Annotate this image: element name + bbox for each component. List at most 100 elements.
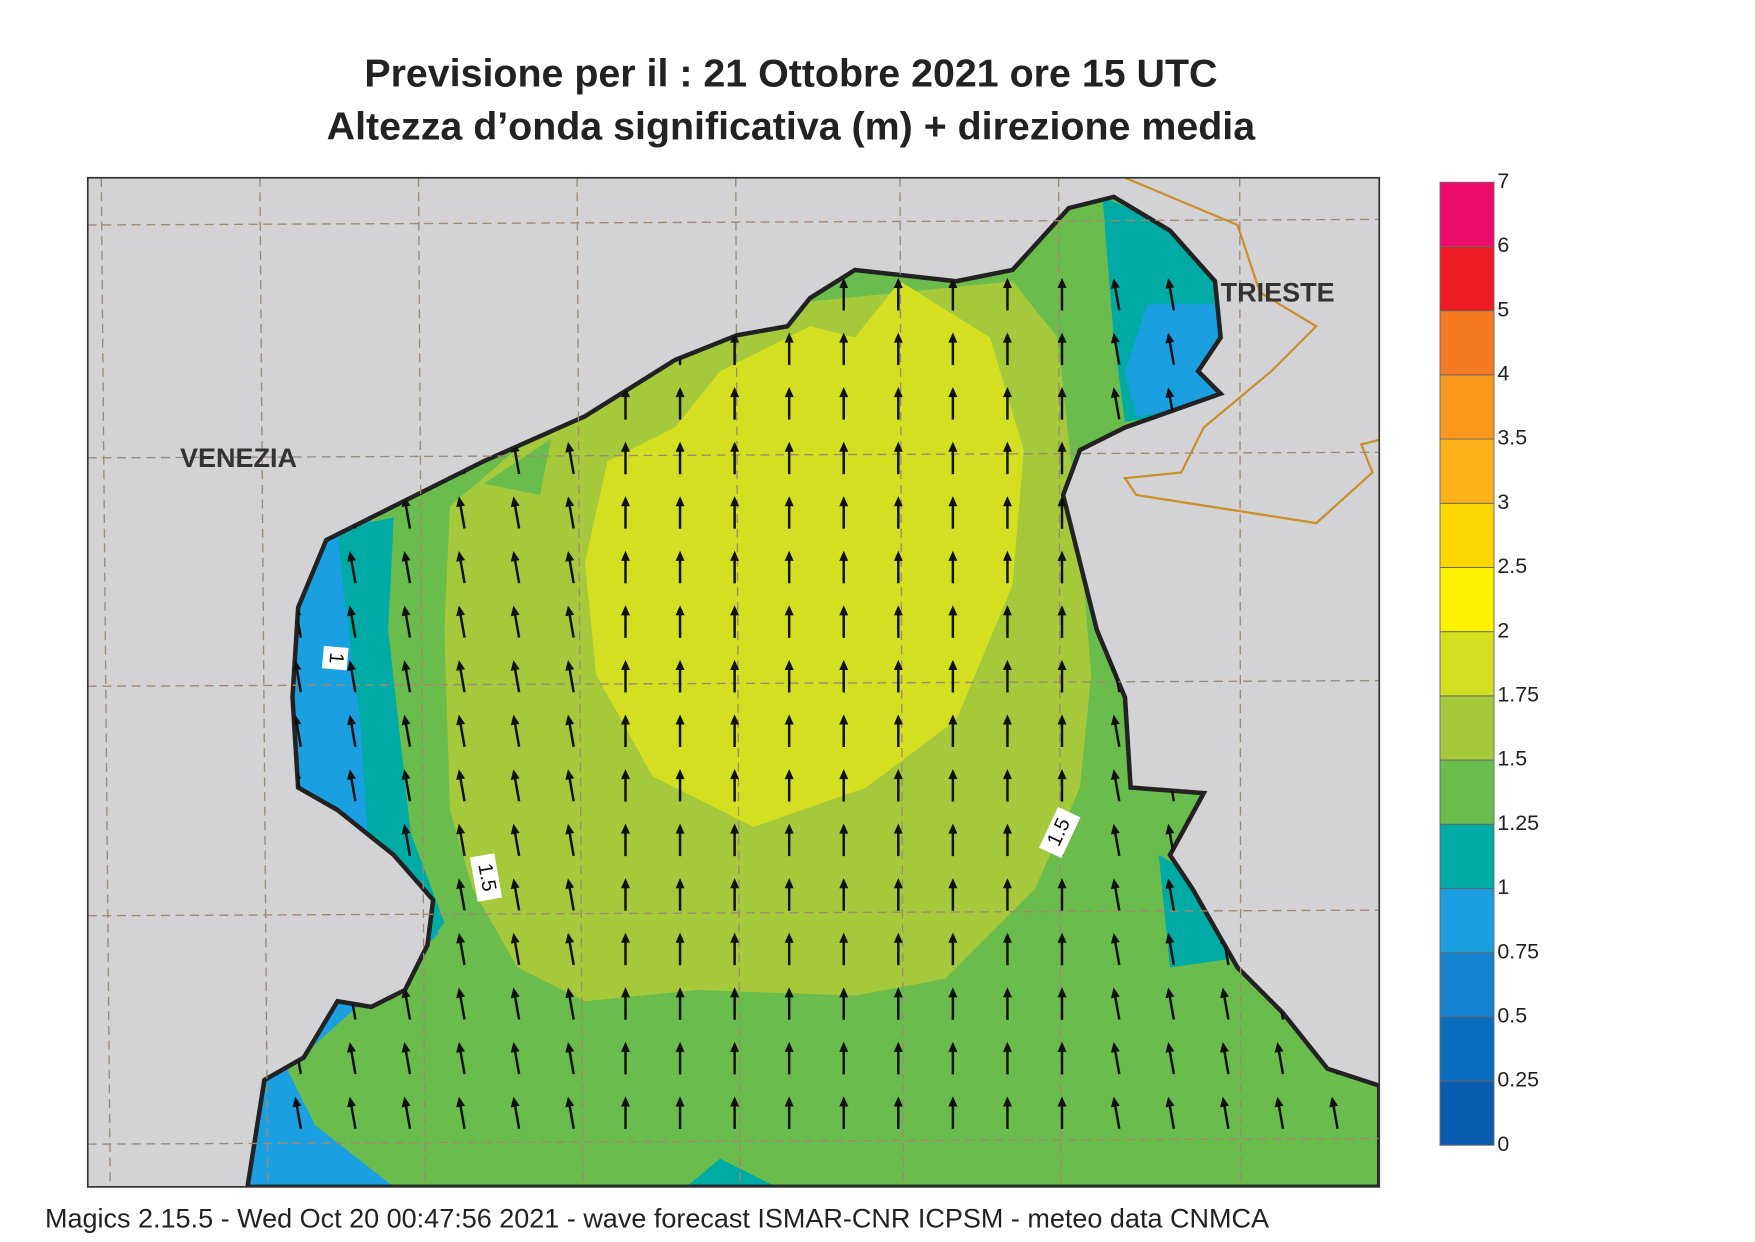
arrow-head — [784, 932, 794, 943]
arrow-head — [948, 605, 958, 616]
arrow-head — [893, 987, 903, 998]
arrow — [1002, 659, 1012, 693]
arrow-head — [347, 605, 356, 617]
arrow — [948, 768, 958, 802]
arrow — [510, 496, 521, 529]
arrow — [948, 496, 958, 529]
arrow-head — [510, 769, 520, 780]
arrow — [1002, 496, 1012, 529]
arrow-head — [1110, 987, 1120, 999]
arrow-head — [730, 823, 740, 834]
arrow — [456, 1042, 466, 1075]
contour-label: 1 — [321, 645, 349, 671]
arrow — [621, 1041, 630, 1075]
arrow-head — [839, 659, 849, 670]
arrow-head — [510, 714, 520, 726]
colorbar-segment — [1439, 1016, 1495, 1082]
arrow-head — [784, 878, 794, 889]
colorbar-segment — [1439, 181, 1495, 247]
arrow-head — [401, 605, 411, 617]
arrow — [839, 277, 849, 311]
arrow-head — [1002, 496, 1012, 507]
arrow — [1274, 1096, 1285, 1129]
arrow-head — [1110, 714, 1120, 726]
colorbar-tick-label: 3 — [1497, 490, 1509, 514]
arrow-head — [1220, 1042, 1229, 1053]
arrow-head — [893, 714, 903, 725]
arrow-head — [839, 987, 849, 998]
colorbar-tick-label: 0.75 — [1497, 939, 1539, 963]
arrow-head — [893, 1041, 903, 1052]
arrow — [1110, 332, 1121, 366]
arrow — [401, 1042, 412, 1075]
arrow-head — [510, 660, 520, 671]
arrow — [948, 714, 958, 747]
arrow-head — [1057, 987, 1067, 998]
arrow-head — [730, 605, 740, 616]
arrow — [456, 714, 466, 747]
arrow — [621, 1096, 630, 1129]
arrow-head — [510, 987, 520, 999]
contour-label: 1.5 — [469, 853, 503, 902]
arrow-head — [948, 823, 958, 834]
arrow — [1002, 878, 1012, 911]
arrow-head — [893, 550, 903, 561]
arrow — [1057, 605, 1067, 638]
arrow — [621, 768, 630, 802]
arrow-head — [1057, 1041, 1067, 1052]
arrow-head — [565, 496, 575, 508]
arrow-head — [730, 659, 740, 670]
arrow-head — [839, 332, 849, 343]
arrow-head — [675, 878, 685, 889]
arrow — [456, 769, 466, 802]
arrow — [621, 605, 630, 638]
arrow-head — [565, 714, 575, 726]
arrow-head — [1329, 1096, 1339, 1108]
arrow-head — [565, 932, 575, 944]
arrow-head — [839, 768, 849, 780]
arrow-head — [401, 550, 411, 562]
arrow-head — [292, 1096, 302, 1108]
arrow-head — [292, 714, 302, 726]
arrow — [565, 1042, 575, 1075]
arrow — [1057, 714, 1067, 747]
arrow — [675, 714, 685, 747]
colorbar-tick-label: 5 — [1497, 297, 1509, 321]
arrow — [1220, 1096, 1230, 1129]
arrow — [1165, 332, 1176, 366]
arrow — [510, 932, 521, 966]
arrow-head — [675, 823, 685, 834]
arrow-head — [784, 496, 794, 507]
colorbar-tick-label: 2 — [1497, 618, 1509, 642]
map-frame — [86, 176, 1381, 1188]
arrow — [730, 441, 740, 475]
arrow-head — [784, 441, 794, 452]
arrow — [784, 878, 794, 911]
arrow — [456, 1096, 466, 1129]
arrow-head — [1002, 878, 1012, 889]
arrow — [893, 277, 903, 311]
arrow — [510, 660, 521, 693]
arrow — [347, 605, 357, 638]
colorbar-tick-label: 1.5 — [1497, 747, 1527, 771]
arrow-head — [948, 332, 958, 343]
arrow — [784, 768, 794, 802]
colorbar-segment — [1439, 952, 1495, 1018]
arrow — [948, 332, 958, 366]
arrow — [1002, 987, 1012, 1020]
arrow-head — [948, 277, 958, 288]
arrow-head — [675, 441, 685, 452]
band-0-75 — [1125, 303, 1227, 417]
arrow-head — [675, 605, 685, 616]
arrow — [839, 932, 849, 966]
colorbar-segment — [1439, 502, 1495, 568]
arrow-head — [347, 1042, 356, 1053]
arrow-head — [893, 768, 903, 780]
arrow — [1057, 878, 1067, 911]
arrow — [784, 441, 794, 475]
arrow-head — [839, 387, 849, 398]
arrow-head — [730, 496, 740, 507]
arrow-head — [401, 660, 411, 671]
arrow-head — [784, 987, 794, 998]
